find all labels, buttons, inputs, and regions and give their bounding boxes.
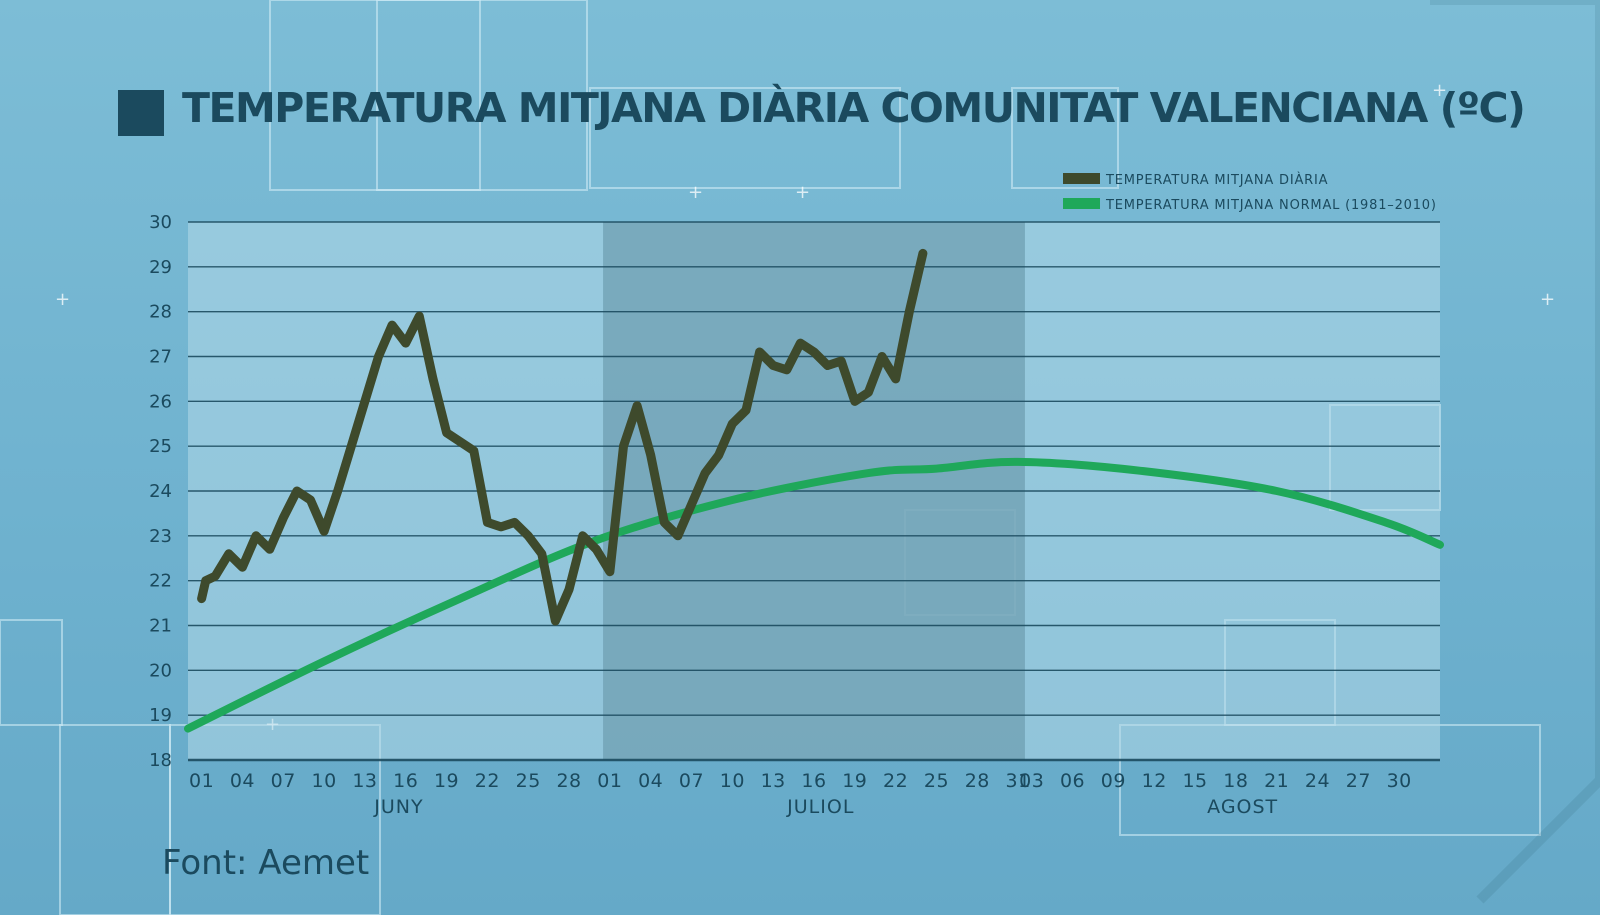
x-tick-label: 09 — [1101, 770, 1126, 792]
x-tick-label: 10 — [311, 770, 336, 792]
y-tick-label: 28 — [149, 302, 172, 323]
y-tick-label: 20 — [149, 660, 172, 681]
x-tick-label: 31 — [1006, 770, 1031, 792]
legend-swatch-normal — [1063, 198, 1100, 209]
series-lines — [184, 248, 1444, 733]
x-tick-label: 16 — [393, 770, 418, 792]
y-tick-label: 23 — [149, 526, 172, 547]
y-tick-label: 27 — [149, 347, 172, 368]
x-tick-label: 25 — [516, 770, 541, 792]
x-tick-label: 01 — [597, 770, 622, 792]
svg-text:+: + — [795, 182, 810, 203]
x-tick-label: 22 — [883, 770, 908, 792]
source-note: Font: Aemet — [162, 843, 370, 883]
x-tick-label: 21 — [1264, 770, 1289, 792]
x-tick-label: 24 — [1305, 770, 1330, 792]
x-tick-label: 19 — [434, 770, 459, 792]
x-tick-label: 30 — [1387, 770, 1412, 792]
x-tick-label: 06 — [1060, 770, 1085, 792]
chart-title: TEMPERATURA MITJANA DIÀRIA COMUNITAT VAL… — [182, 84, 1526, 132]
x-tick-label: 28 — [965, 770, 990, 792]
month-label: JULIOL — [786, 796, 854, 818]
y-tick-label: 26 — [149, 391, 172, 412]
legend-label-daily: TEMPERATURA MITJANA DIÀRIA — [1105, 172, 1328, 188]
y-tick-label: 25 — [149, 436, 172, 457]
y-tick-label: 29 — [149, 257, 172, 278]
y-axis-ticks: 18 19 20 21 22 23 24 25 26 27 28 29 30 — [149, 212, 172, 771]
svg-text:+: + — [1540, 289, 1555, 310]
x-tick-label: 28 — [556, 770, 581, 792]
x-tick-label: 16 — [801, 770, 826, 792]
x-tick-label: 15 — [1182, 770, 1207, 792]
month-label: AGOST — [1207, 796, 1278, 818]
legend-label-normal: TEMPERATURA MITJANA NORMAL (1981–2010) — [1105, 198, 1437, 213]
x-axis-ticks: 01 04 07 10 13 16 19 22 25 28 01 04 07 10 13 16 19 22 25 28… — [189, 770, 1412, 792]
x-tick-label: 04 — [638, 770, 663, 792]
y-tick-label: 24 — [149, 481, 172, 502]
title-square-marker — [118, 90, 164, 136]
y-tick-label: 21 — [149, 616, 172, 637]
x-tick-label: 19 — [842, 770, 867, 792]
x-tick-label: 07 — [271, 770, 296, 792]
x-tick-label: 12 — [1142, 770, 1167, 792]
x-tick-label: 13 — [352, 770, 377, 792]
x-tick-label: 01 — [189, 770, 214, 792]
y-tick-label: 18 — [149, 750, 172, 771]
x-tick-label: 27 — [1346, 770, 1371, 792]
x-tick-label: 25 — [924, 770, 949, 792]
x-tick-label: 07 — [679, 770, 704, 792]
series-line-normal — [184, 457, 1444, 733]
x-tick-label: 10 — [720, 770, 745, 792]
x-tick-label: 22 — [475, 770, 500, 792]
svg-text:+: + — [1432, 80, 1447, 101]
svg-text:+: + — [688, 182, 703, 203]
svg-text:+: + — [55, 289, 70, 310]
month-label: JUNY — [373, 796, 423, 818]
x-tick-label: 03 — [1019, 770, 1044, 792]
x-tick-label: 13 — [761, 770, 786, 792]
y-tick-label: 19 — [149, 705, 172, 726]
series-line-daily — [197, 248, 928, 626]
y-tick-label: 22 — [149, 571, 172, 592]
x-tick-label: 18 — [1223, 770, 1248, 792]
y-tick-label: 30 — [149, 212, 172, 233]
chart-legend: TEMPERATURA MITJANA DIÀRIA TEMPERATURA M… — [1063, 172, 1437, 213]
legend-swatch-daily — [1063, 173, 1100, 184]
month-labels: JUNY JULIOL AGOST — [373, 796, 1278, 818]
x-tick-label: 04 — [230, 770, 255, 792]
